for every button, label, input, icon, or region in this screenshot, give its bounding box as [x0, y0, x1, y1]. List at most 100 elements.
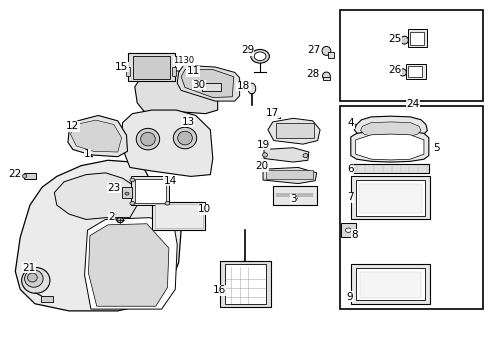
Polygon shape [360, 122, 420, 137]
Polygon shape [84, 218, 177, 309]
Ellipse shape [164, 202, 169, 205]
Bar [152, 202, 205, 230]
Text: 4: 4 [347, 118, 353, 128]
Ellipse shape [130, 202, 135, 205]
Bar [220, 261, 271, 307]
Ellipse shape [400, 36, 407, 44]
Text: 19: 19 [256, 140, 269, 150]
Ellipse shape [130, 178, 135, 182]
Polygon shape [264, 148, 308, 162]
Ellipse shape [125, 192, 129, 195]
Polygon shape [54, 173, 137, 220]
Text: 8: 8 [351, 230, 357, 239]
Text: 17: 17 [265, 108, 279, 118]
Bar [339, 107, 483, 309]
Ellipse shape [24, 270, 43, 287]
Bar [41, 296, 53, 302]
Text: 28: 28 [305, 69, 319, 79]
Bar [266, 170, 312, 179]
Ellipse shape [247, 83, 255, 94]
Polygon shape [355, 134, 423, 160]
Text: 26: 26 [387, 64, 401, 75]
Bar [350, 176, 429, 220]
Bar [272, 186, 316, 205]
Text: 1130: 1130 [173, 57, 194, 66]
Polygon shape [70, 120, 122, 152]
Bar [172, 67, 176, 76]
Ellipse shape [345, 228, 350, 232]
Text: 24: 24 [405, 99, 419, 109]
Polygon shape [177, 65, 239, 101]
Bar [224, 264, 266, 304]
Bar [340, 223, 355, 237]
Ellipse shape [141, 132, 155, 146]
Polygon shape [88, 224, 168, 306]
Polygon shape [350, 131, 428, 162]
Bar [355, 268, 424, 301]
Text: 6: 6 [346, 163, 353, 174]
Bar [133, 56, 169, 78]
Bar [126, 67, 130, 76]
Ellipse shape [136, 129, 159, 150]
Polygon shape [15, 160, 181, 311]
Text: 18: 18 [236, 81, 250, 91]
Bar [276, 123, 314, 138]
Ellipse shape [173, 127, 196, 149]
Bar [407, 66, 421, 77]
Ellipse shape [322, 72, 330, 80]
Ellipse shape [303, 153, 307, 158]
Bar [155, 204, 202, 228]
Text: 1: 1 [84, 149, 91, 159]
Text: 7: 7 [346, 192, 353, 202]
Bar [128, 53, 174, 81]
Polygon shape [263, 167, 316, 184]
Bar [351, 164, 428, 173]
Text: 2: 2 [108, 212, 115, 221]
Text: 27: 27 [306, 45, 320, 55]
Text: 16: 16 [212, 285, 225, 296]
Ellipse shape [21, 267, 50, 293]
Bar [122, 187, 132, 198]
Text: 9: 9 [346, 292, 352, 302]
Bar [202, 83, 220, 91]
Ellipse shape [254, 52, 265, 60]
Ellipse shape [322, 46, 330, 55]
Text: 14: 14 [163, 176, 177, 186]
Bar [339, 10, 483, 101]
Polygon shape [181, 69, 233, 98]
Polygon shape [135, 71, 217, 114]
Text: 10: 10 [198, 204, 211, 215]
Polygon shape [267, 118, 320, 144]
Bar [358, 184, 421, 213]
Text: 15: 15 [115, 62, 128, 72]
Text: 23: 23 [107, 183, 120, 193]
Text: 11: 11 [186, 66, 200, 76]
Bar [131, 176, 169, 205]
Bar [359, 272, 420, 298]
Bar [350, 264, 429, 304]
Text: 12: 12 [66, 121, 80, 131]
Text: 3: 3 [289, 194, 296, 204]
Bar [135, 179, 166, 203]
Ellipse shape [164, 178, 169, 182]
Ellipse shape [117, 218, 123, 223]
Text: 13: 13 [182, 117, 195, 127]
Text: 30: 30 [192, 80, 205, 90]
Ellipse shape [262, 153, 267, 157]
Ellipse shape [22, 174, 26, 178]
Polygon shape [122, 110, 212, 176]
Bar [24, 173, 36, 179]
Bar [407, 30, 427, 47]
Ellipse shape [177, 131, 192, 145]
Bar [409, 32, 423, 45]
Text: 20: 20 [254, 161, 267, 171]
Bar [322, 77, 330, 80]
Text: 29: 29 [240, 45, 254, 55]
Text: 22: 22 [9, 168, 22, 179]
Ellipse shape [250, 49, 269, 63]
Polygon shape [68, 116, 127, 157]
Text: 25: 25 [387, 35, 401, 44]
Bar [327, 51, 333, 58]
Ellipse shape [27, 273, 37, 282]
Bar [355, 180, 424, 216]
